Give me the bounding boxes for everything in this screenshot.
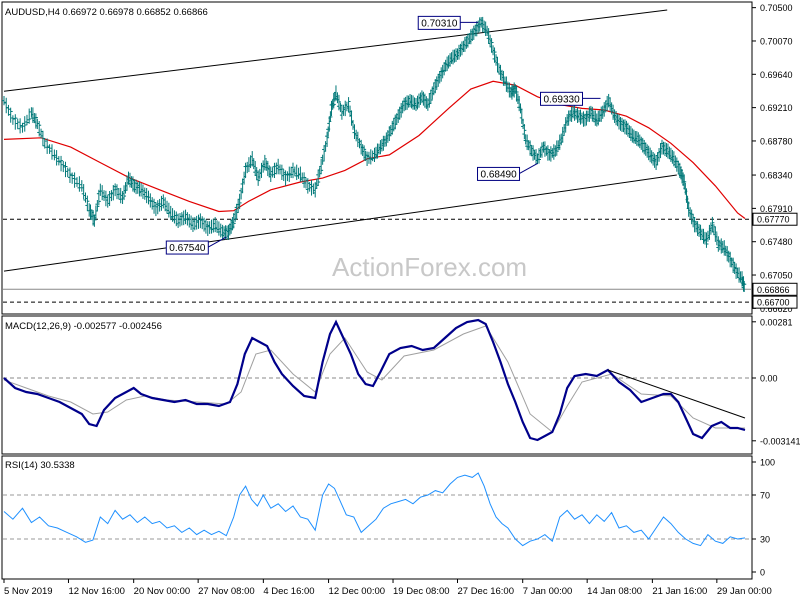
price-ytick-label-1: 0.70070 <box>760 36 793 46</box>
price-ytick-label-5: 0.68340 <box>760 171 793 181</box>
price-ytick-label-6: 0.67910 <box>760 204 793 214</box>
macd-signal-series <box>3 325 745 433</box>
xtick-label-7: 27 Dec 16:00 <box>457 586 514 597</box>
price-ytick-label-3: 0.69210 <box>760 103 793 113</box>
annotation-label-1: 0.69330 <box>544 94 581 105</box>
annotation-box-3 <box>165 240 209 255</box>
ma-line <box>3 80 746 219</box>
xtick-label-0: 5 Nov 2019 <box>4 586 53 597</box>
price-ytick-label-4: 0.68780 <box>760 136 793 146</box>
price-ytick-label-7: 0.67480 <box>760 237 793 247</box>
rsi-series <box>3 472 746 547</box>
annotation-label-3: 0.67540 <box>169 243 206 254</box>
macd-ytick-label-2: -0.003141 <box>760 436 800 446</box>
hline-label-0: 0.67770 <box>757 215 790 225</box>
hline-label-box-0 <box>752 212 798 226</box>
price-header: AUDUSD,H4 0.66972 0.66978 0.66852 0.6686… <box>5 7 208 18</box>
annotation-leader-2 <box>519 162 538 174</box>
price-channel <box>3 9 677 272</box>
price-annotations: 0.70310 0.69330 0.68490 0.67540 <box>165 15 601 255</box>
price-panel-frame <box>1 1 753 315</box>
macd-panel: MACD(12,26,9) -0.002577 -0.002456 0.0028… <box>1 315 800 455</box>
rsi-header: RSI(14) 30.5338 <box>5 460 75 471</box>
annotation-label-2: 0.68490 <box>481 169 518 180</box>
rsi-level-lines <box>3 494 751 540</box>
macd-panel-frame <box>1 315 753 455</box>
xtick-label-2: 20 Nov 00:00 <box>134 586 191 597</box>
rsi-ytick-label-3: 0 <box>760 568 765 578</box>
price-ytick-label-2: 0.69640 <box>760 70 793 80</box>
price-y-axis: 0.70500 0.70070 0.69640 0.69210 0.68780 0.683… <box>752 3 798 314</box>
price-series <box>2 16 747 292</box>
xtick-label-6: 19 Dec 08:00 <box>393 586 450 597</box>
rsi-panel-frame <box>1 455 753 580</box>
macd-y-axis: 0.00281 0.00 -0.003141 <box>752 317 800 446</box>
price-ytick-label-9: 0.66620 <box>760 304 793 314</box>
rsi-ytick-label-2: 30 <box>760 535 770 545</box>
xtick-label-3: 27 Nov 08:00 <box>198 586 255 597</box>
xtick-label-11: 29 Jan 00:00 <box>717 586 772 597</box>
macd-trendline <box>607 369 746 419</box>
annotation-leader-3 <box>208 236 227 248</box>
xtick-label-8: 7 Jan 00:00 <box>523 586 573 597</box>
rsi-line <box>3 472 746 547</box>
price-ytick-label-8: 0.67050 <box>760 271 793 281</box>
xtick-label-10: 21 Jan 16:00 <box>652 586 707 597</box>
macd-line <box>3 318 746 442</box>
annotation-label-0: 0.70310 <box>421 18 458 29</box>
rsi-y-axis: 100 70 30 0 <box>752 458 775 578</box>
price-ytick-label-0: 0.70500 <box>760 3 793 13</box>
watermark: ActionForex.com <box>332 252 527 282</box>
xtick-label-5: 12 Dec 00:00 <box>329 586 386 597</box>
macd-ytick-label-0: 0.00281 <box>760 317 793 327</box>
macd-signal-line <box>3 325 745 433</box>
rsi-panel: RSI(14) 30.5338 100 70 30 0 <box>1 455 775 580</box>
hline-label-1: 0.66700 <box>757 298 790 308</box>
macd-trend-line <box>607 369 746 419</box>
channel-lower-line <box>3 174 677 272</box>
xtick-label-1: 12 Nov 16:00 <box>68 586 125 597</box>
xtick-label-4: 4 Dec 16:00 <box>263 586 314 597</box>
price-panel: AUDUSD,H4 0.66972 0.66978 0.66852 0.6686… <box>1 1 798 315</box>
rsi-ytick-label-1: 70 <box>760 491 770 501</box>
moving-average <box>3 80 746 219</box>
channel-upper-line <box>3 9 668 92</box>
hline-label-2: 0.66866 <box>757 285 790 295</box>
annotation-box-2 <box>477 166 521 181</box>
hline-label-box-1 <box>752 295 798 309</box>
price-horizontal-lines <box>3 218 751 303</box>
macd-series <box>3 318 746 442</box>
macd-ytick-label-1: 0.00 <box>760 374 778 384</box>
xtick-label-9: 14 Jan 08:00 <box>587 586 642 597</box>
x-axis: 5 Nov 2019 12 Nov 16:00 20 Nov 00:00 27 Nov… <box>3 579 772 597</box>
rsi-ytick-label-0: 100 <box>760 458 775 468</box>
hline-label-box-2 <box>752 282 798 296</box>
macd-header: MACD(12,26,9) -0.002577 -0.002456 <box>5 321 162 332</box>
